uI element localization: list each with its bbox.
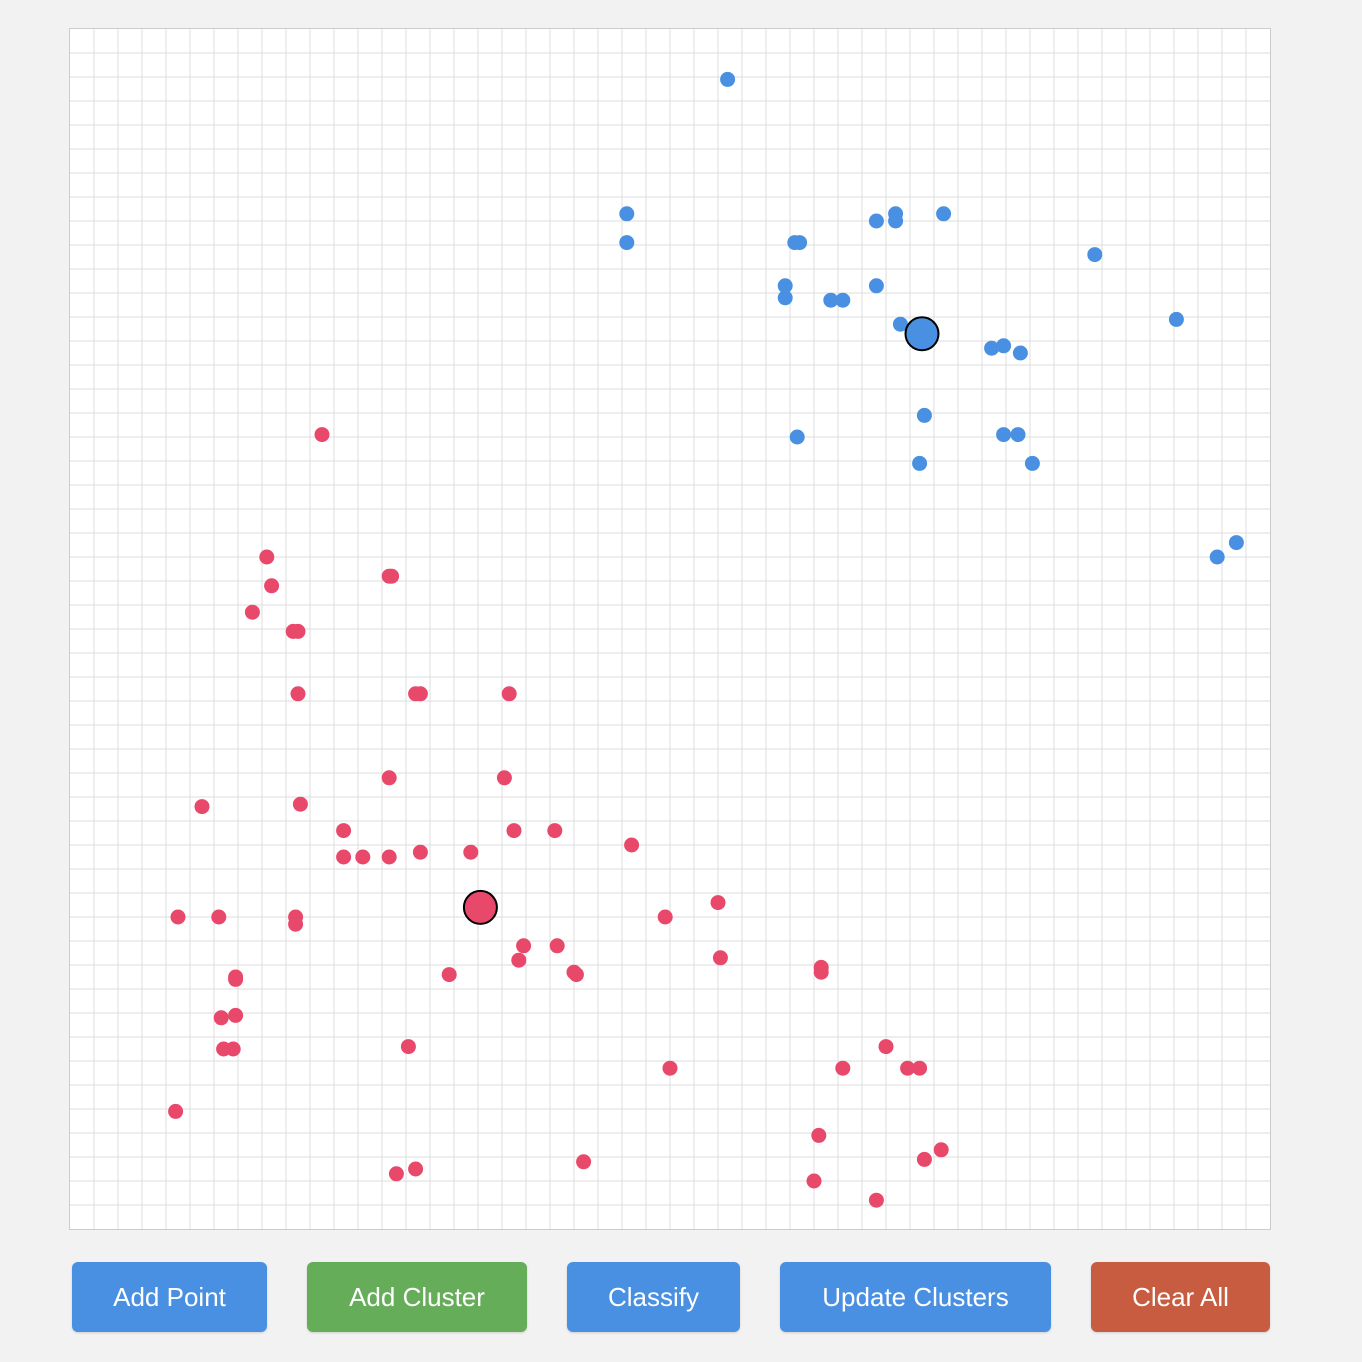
update-clusters-button[interactable]: Update Clusters [780,1262,1051,1332]
data-point[interactable] [463,844,479,860]
data-point[interactable] [792,235,808,251]
add-point-button[interactable]: Add Point [72,1262,267,1332]
data-point[interactable] [892,316,908,332]
data-point[interactable] [662,1060,678,1076]
data-point[interactable] [516,938,532,954]
cluster-canvas[interactable] [69,28,1271,1230]
data-point[interactable] [1024,455,1040,471]
data-point[interactable] [496,770,512,786]
data-point[interactable] [412,844,428,860]
data-point[interactable] [720,71,736,87]
data-point[interactable] [878,1039,894,1055]
data-point[interactable] [777,278,793,294]
data-point[interactable] [777,290,793,306]
data-point[interactable] [868,213,884,229]
data-point[interactable] [381,770,397,786]
data-point[interactable] [912,455,928,471]
data-point[interactable] [912,1060,928,1076]
data-point[interactable] [624,837,640,853]
data-point[interactable] [996,427,1012,443]
data-points [168,71,1244,1208]
classify-button[interactable]: Classify [567,1262,740,1332]
data-point[interactable] [984,340,1000,356]
data-point[interactable] [290,623,306,639]
data-point[interactable] [811,1127,827,1143]
data-point[interactable] [936,206,952,222]
data-point[interactable] [336,823,352,839]
data-point[interactable] [1012,345,1028,361]
data-point[interactable] [1010,427,1026,443]
cluster-centroids [462,316,940,925]
data-point[interactable] [619,206,635,222]
data-point[interactable] [1209,549,1225,565]
data-point[interactable] [1168,311,1184,327]
data-point[interactable] [355,849,371,865]
data-point[interactable] [576,1154,592,1170]
data-point[interactable] [1228,535,1244,551]
data-point[interactable] [568,967,584,983]
data-point[interactable] [888,213,904,229]
data-point[interactable] [835,292,851,308]
data-point[interactable] [388,1166,404,1182]
data-point[interactable] [211,909,227,925]
data-point[interactable] [789,429,805,445]
data-point[interactable] [619,235,635,251]
data-point[interactable] [712,950,728,966]
data-point[interactable] [916,407,932,423]
data-point[interactable] [170,909,186,925]
data-point[interactable] [900,1060,916,1076]
data-point[interactable] [225,1041,241,1057]
data-point[interactable] [933,1142,949,1158]
data-point[interactable] [511,952,527,968]
data-point[interactable] [168,1103,184,1119]
data-point[interactable] [835,1060,851,1076]
data-point[interactable] [288,916,304,932]
data-point[interactable] [549,938,565,954]
data-point[interactable] [806,1173,822,1189]
cluster-centroid-marker[interactable] [462,889,498,925]
data-point[interactable] [292,796,308,812]
data-point[interactable] [657,909,673,925]
data-point[interactable] [506,823,522,839]
data-point[interactable] [244,604,260,620]
data-point[interactable] [264,578,280,594]
grid-lines [70,29,1270,1229]
data-point[interactable] [710,895,726,911]
data-point[interactable] [194,799,210,815]
data-point[interactable] [381,849,397,865]
clear-all-button[interactable]: Clear All [1091,1262,1270,1332]
data-point[interactable] [290,686,306,702]
data-point[interactable] [1087,247,1103,263]
data-point[interactable] [336,849,352,865]
data-point[interactable] [408,1161,424,1177]
data-point[interactable] [868,1192,884,1208]
data-point[interactable] [823,292,839,308]
data-point[interactable] [412,686,428,702]
data-point[interactable] [259,549,275,565]
data-point[interactable] [868,278,884,294]
cluster-centroid-marker[interactable] [904,316,940,352]
add-cluster-button[interactable]: Add Cluster [307,1262,527,1332]
data-point[interactable] [314,427,330,443]
data-point[interactable] [501,686,517,702]
data-point[interactable] [384,568,400,584]
data-point[interactable] [228,1007,244,1023]
data-point[interactable] [441,967,457,983]
data-point[interactable] [213,1010,229,1026]
data-point[interactable] [996,338,1012,354]
data-point[interactable] [400,1039,416,1055]
data-point[interactable] [547,823,563,839]
data-point[interactable] [813,964,829,980]
scatter-plot[interactable] [70,29,1270,1229]
data-point[interactable] [916,1151,932,1167]
data-point[interactable] [228,971,244,987]
